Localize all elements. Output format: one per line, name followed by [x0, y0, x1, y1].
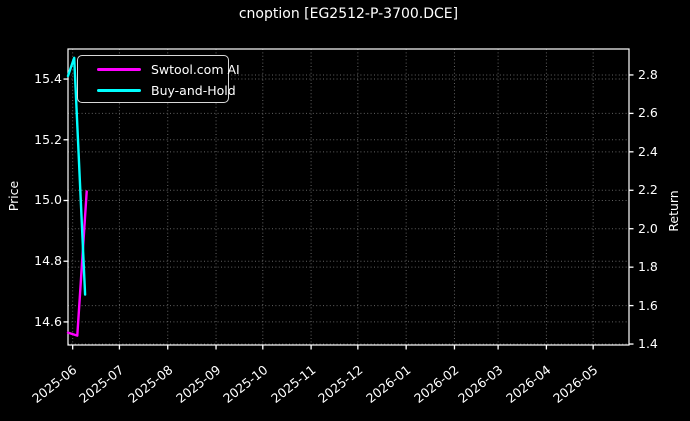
chart-title: cnoption [EG2512-P-3700.DCE] [238, 6, 459, 22]
legend-line-swatch-swtool-ai [97, 67, 141, 72]
left-axis-title: Price [6, 180, 21, 212]
left-tick-label: 15.2 [34, 131, 62, 147]
left-tick-label: 15.4 [34, 71, 62, 87]
right-tick-label: 1.4 [638, 336, 658, 352]
left-tick-label: 14.6 [34, 313, 62, 329]
right-tick-label: 2.4 [638, 143, 658, 159]
right-tick-label: 1.8 [638, 259, 658, 275]
left-tick-label: 15.0 [34, 192, 62, 208]
left-tick-label: 14.8 [34, 253, 62, 269]
right-axis-title: Return [666, 190, 681, 232]
right-tick-label: 2.0 [638, 220, 658, 236]
legend: Swtool.com AI Buy-and-Hold [77, 55, 240, 103]
legend-entry-buy-and-hold: Buy-and-Hold [78, 80, 236, 101]
right-tick-label: 2.6 [638, 105, 658, 121]
legend-label-buy-and-hold: Buy-and-Hold [151, 83, 236, 98]
legend-line-swatch-buy-and-hold [97, 88, 141, 93]
right-tick-label: 2.8 [638, 66, 658, 82]
legend-entry-swtool-ai: Swtool.com AI [78, 59, 240, 80]
axis-tick-marks [63, 74, 634, 350]
right-tick-label: 1.6 [638, 297, 658, 313]
right-tick-label: 2.2 [638, 182, 658, 198]
series-line-buy-and-hold [66, 56, 87, 296]
legend-label-swtool-ai: Swtool.com AI [151, 62, 240, 77]
plot-border [67, 48, 630, 346]
